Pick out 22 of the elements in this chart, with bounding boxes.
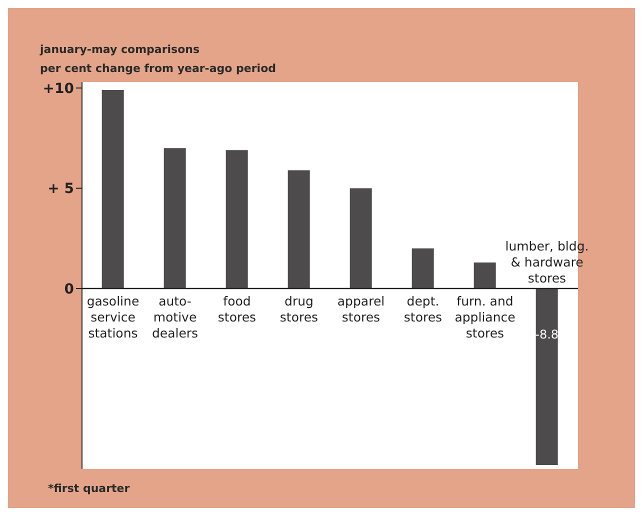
x-tick-label: gasoline service stations	[86, 294, 140, 341]
x-tick-label: dept. stores	[404, 294, 442, 325]
y-tick-label: 0	[64, 282, 74, 298]
bar	[288, 170, 310, 289]
chart-title: january-may comparisons	[40, 42, 200, 58]
text: *first quarter	[48, 482, 130, 495]
chart-subtitle: per cent change from year-ago period	[40, 61, 276, 77]
x-tick-label: drug stores	[280, 294, 318, 325]
bar	[102, 90, 124, 289]
x-tick-label: furn. and appliance stores	[454, 294, 516, 341]
y-tick-label: + 5	[48, 181, 74, 198]
bar	[536, 288, 558, 465]
x-tick-label: food stores	[218, 294, 256, 325]
bar	[350, 188, 372, 289]
x-tick-label: lumber, bldg. & hardware stores	[505, 238, 589, 286]
x-tick-label: apparel stores	[337, 294, 385, 325]
y-tick-label: +10	[42, 80, 74, 97]
bar	[474, 262, 496, 289]
bar	[412, 248, 434, 289]
x-tick-label: auto- motive dealers	[152, 294, 198, 341]
bar	[226, 150, 248, 289]
bar	[164, 148, 186, 289]
